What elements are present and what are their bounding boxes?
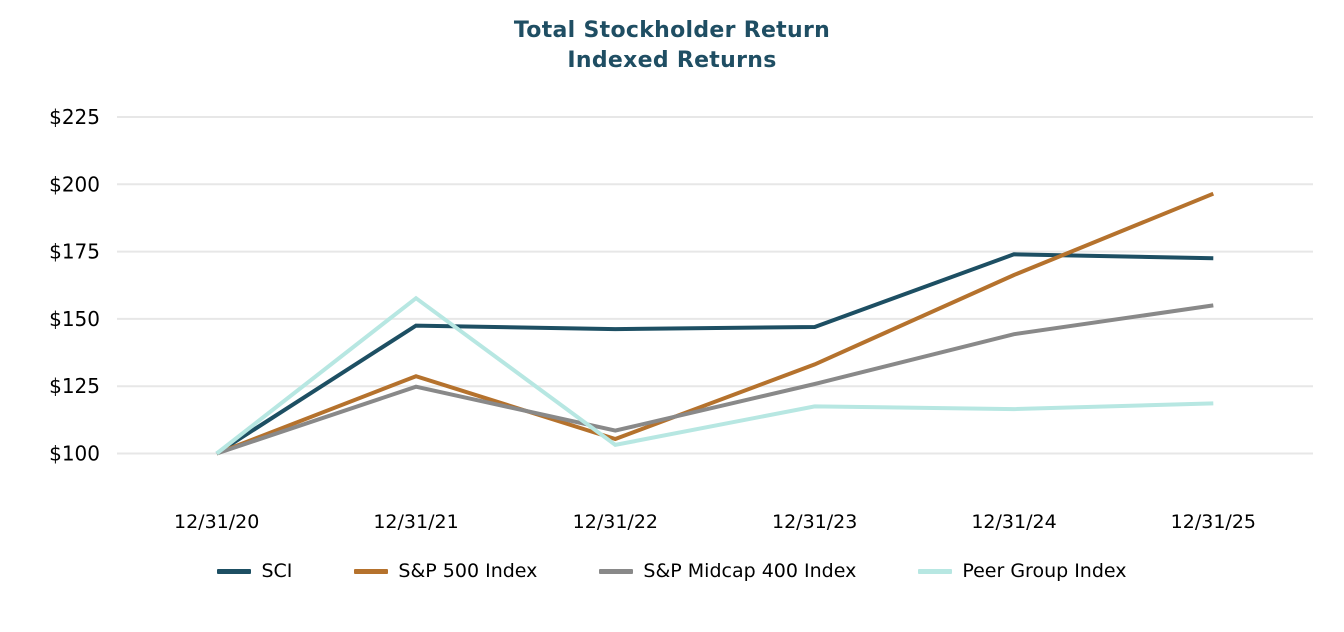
x-tick-label-12-31-20: 12/31/20 [174,511,259,533]
legend-item-s-p-midcap-400-index: S&P Midcap 400 Index [599,560,856,582]
series-line-sci [215,252,1214,456]
legend-label-s-p-midcap-400-index: S&P Midcap 400 Index [643,560,857,582]
legend-label-sci: SCI [261,560,293,582]
chart-title-line1: Total Stockholder Return [513,18,831,43]
legend-item-s-p-500-index: S&P 500 Index [354,560,537,582]
legend-swatch-s-p-500-index [354,568,389,574]
y-tick-label-125: $125 [49,374,100,398]
chart-legend: SCI S&P 500 Index S&P Midcap 400 Index Peer… [0,560,1344,582]
legend-swatch-sci [217,568,252,574]
legend-item-sci: SCI [217,560,292,582]
legend-label-s-p-500-index: S&P 500 Index [398,560,538,582]
chart-title: Total Stockholder Return Indexed Returns [0,16,1344,76]
x-tick-label-12-31-23: 12/31/23 [772,511,857,533]
x-tick-label-12-31-21: 12/31/21 [373,511,458,533]
y-tick-label-100: $100 [49,442,100,466]
series-line-s-p-midcap-400-index [216,303,1214,456]
series-line-s-p-500-index [215,191,1215,456]
legend-swatch-peer-group-index [918,568,953,574]
chart-title-line2: Indexed Returns [567,48,777,73]
legend-item-peer-group-index: Peer Group Index [918,560,1127,582]
series-line-peer-group-index [215,295,1214,456]
x-tick-label-12-31-24: 12/31/24 [971,511,1056,533]
legend-label-peer-group-index: Peer Group Index [962,560,1127,582]
y-tick-label-225: $225 [49,105,100,129]
y-tick-label-200: $200 [49,172,100,196]
y-tick-label-175: $175 [49,240,100,264]
x-tick-label-12-31-22: 12/31/22 [573,511,658,533]
y-tick-label-150: $150 [49,307,100,331]
x-tick-label-12-31-25: 12/31/25 [1171,511,1256,533]
legend-swatch-s-p-midcap-400-index [599,568,634,574]
